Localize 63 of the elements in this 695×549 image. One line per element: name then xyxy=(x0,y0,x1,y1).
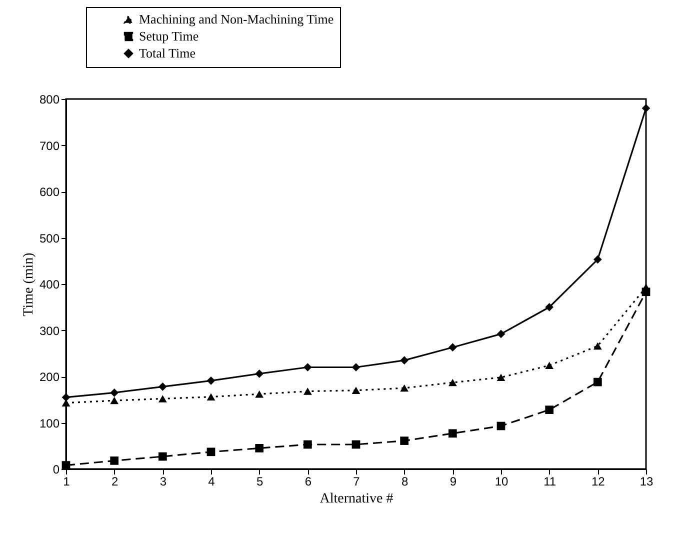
point xyxy=(158,382,167,391)
point xyxy=(352,386,360,394)
x-tick-label: 8 xyxy=(401,474,408,488)
x-tick-label: 3 xyxy=(160,474,167,488)
point xyxy=(448,378,457,386)
y-tick-label: 100 xyxy=(39,416,60,430)
x-tick-label: 10 xyxy=(494,474,508,488)
point xyxy=(448,429,457,438)
point xyxy=(400,384,409,392)
y-axis-title: Time (min) xyxy=(21,252,36,316)
x-tick-label: 13 xyxy=(640,474,654,488)
point xyxy=(352,440,360,449)
point xyxy=(496,330,506,338)
point xyxy=(255,370,264,378)
legend-label: Setup Time xyxy=(139,28,199,44)
point xyxy=(496,422,506,430)
point xyxy=(303,440,312,449)
y-tick-label: 500 xyxy=(39,231,60,246)
y-tick-label: 700 xyxy=(39,138,60,153)
point xyxy=(158,395,167,402)
point xyxy=(545,302,554,312)
point xyxy=(110,456,119,465)
y-tick-label: 800 xyxy=(39,92,60,106)
y-tick-label: 600 xyxy=(39,185,60,199)
point xyxy=(448,343,457,352)
point xyxy=(496,374,506,382)
point xyxy=(593,255,602,264)
y-tick-label: 300 xyxy=(39,324,60,338)
x-tick-label: 4 xyxy=(208,474,216,488)
legend-label: Total Time xyxy=(139,46,196,60)
x-tick-label: 2 xyxy=(111,474,118,488)
point xyxy=(400,436,409,445)
point xyxy=(110,396,119,404)
point xyxy=(545,406,554,414)
point xyxy=(206,376,216,385)
point xyxy=(110,388,119,397)
y-tick-label: 0 xyxy=(52,462,60,476)
point xyxy=(255,444,264,452)
x-axis-title: Alternative # xyxy=(320,492,394,506)
point xyxy=(158,452,167,461)
y-tick-label: 200 xyxy=(39,370,60,384)
x-tick-label: 9 xyxy=(450,474,457,488)
x-tick-label: 1 xyxy=(63,474,70,488)
x-tick-label: 6 xyxy=(304,474,312,488)
point xyxy=(62,393,70,402)
point xyxy=(255,390,264,398)
x-tick-label: 5 xyxy=(256,474,264,488)
x-tick-label: 12 xyxy=(591,474,606,488)
point xyxy=(545,362,554,370)
point xyxy=(593,378,602,386)
point xyxy=(303,388,312,395)
y-tick-label: 400 xyxy=(39,278,60,292)
point xyxy=(642,288,650,296)
point xyxy=(400,356,409,364)
legend-label: Machining and Non-Machining Time xyxy=(139,12,334,26)
point xyxy=(206,448,216,456)
point xyxy=(642,104,650,112)
x-tick-label: 11 xyxy=(544,474,556,488)
point xyxy=(593,342,602,350)
point xyxy=(206,393,216,400)
point xyxy=(303,363,312,372)
point xyxy=(352,363,360,372)
x-tick-label: 7 xyxy=(353,474,360,488)
